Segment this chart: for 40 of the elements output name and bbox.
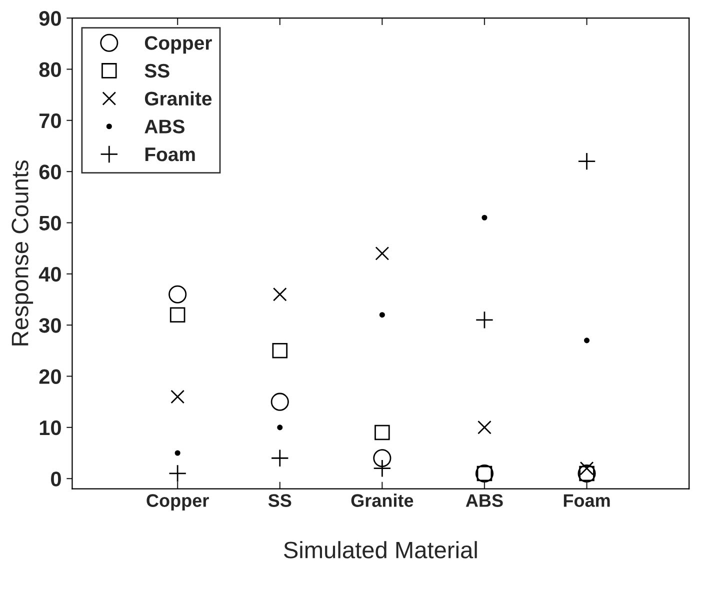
y-tick-label: 0: [51, 472, 61, 486]
point: [374, 424, 390, 440]
legend-label: Copper: [144, 36, 212, 54]
point: [170, 390, 185, 404]
point: [478, 420, 492, 434]
point: [272, 287, 287, 302]
point: [174, 450, 180, 456]
y-tick-label: 40: [38, 266, 61, 282]
y-axis-title: Response Counts: [12, 160, 34, 346]
x-tick-label: Foam: [564, 494, 610, 507]
point: [270, 449, 289, 468]
y-tick-label: 50: [39, 216, 61, 230]
x-tick-label: Granite: [351, 494, 414, 507]
point: [475, 310, 494, 329]
x-tick-label: Copper: [146, 494, 209, 511]
point: [584, 338, 590, 344]
point: [373, 449, 392, 468]
point: [379, 312, 385, 318]
point: [482, 214, 488, 220]
y-tick-label: 80: [39, 62, 61, 77]
y-tick-label: 90: [39, 11, 61, 26]
y-tick-label: 60: [39, 164, 61, 180]
point: [168, 285, 187, 304]
legend-label: Foam: [145, 148, 195, 162]
x-tick-label: SS: [268, 494, 292, 507]
point: [277, 424, 283, 430]
legend-label: Granite: [144, 91, 212, 106]
x-axis-title: Simulated Material: [284, 541, 477, 558]
legend-label: ABS: [144, 120, 184, 134]
point: [170, 307, 186, 322]
y-tick-label: 20: [39, 369, 61, 384]
point: [270, 392, 289, 411]
y-tick-label: 10: [40, 420, 61, 436]
legend-label: SS: [144, 64, 170, 78]
y-tick-label: 30: [39, 318, 61, 333]
point: [168, 464, 187, 482]
x-tick-label: ABS: [466, 494, 503, 507]
point: [272, 343, 288, 358]
point: [375, 246, 390, 260]
y-tick-label: 70: [40, 113, 61, 128]
